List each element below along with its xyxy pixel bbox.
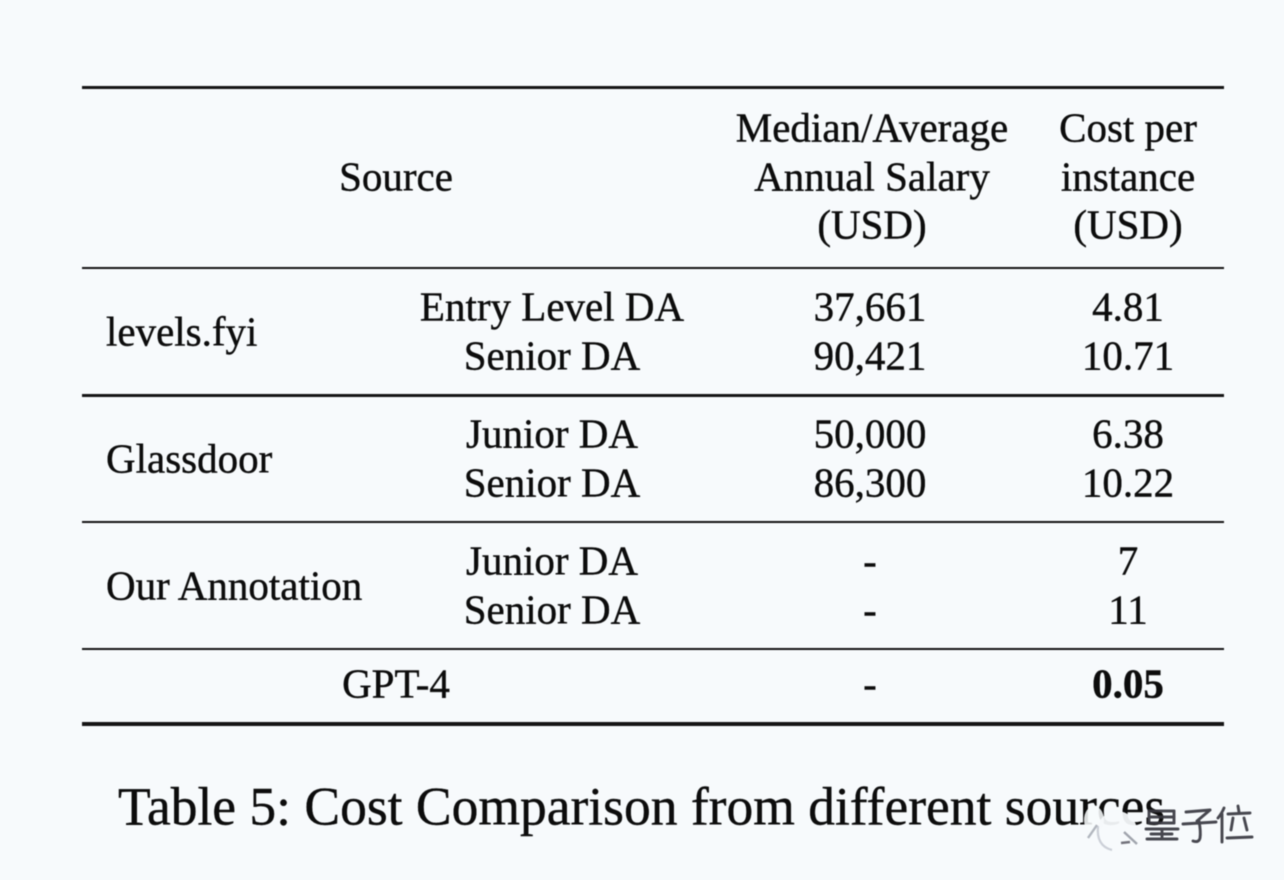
cost-cell: 7 — [1117, 537, 1139, 584]
header-cost-line-1: Cost per — [1059, 104, 1197, 151]
salary-cell: 50,000 — [813, 410, 927, 457]
source-label: Glassdoor — [106, 435, 273, 482]
header-salary-line-3: (USD) — [817, 201, 927, 248]
header-cost-line-2: instance — [1060, 153, 1196, 200]
role-cell: Senior DA — [463, 459, 641, 506]
table-mid-rule-1 — [82, 394, 1224, 397]
role-cell: Junior DA — [466, 537, 638, 584]
source-label: Our Annotation — [106, 562, 363, 609]
cost-cell: 11 — [1108, 586, 1148, 633]
footer-label: GPT-4 — [342, 660, 450, 707]
salary-cell: - — [863, 537, 877, 584]
cost-cell: 10.71 — [1081, 332, 1175, 379]
header-salary-line-1: Median/Average — [735, 104, 1009, 151]
table-bottom-rule — [82, 722, 1224, 726]
qbitai-logo-icon — [1084, 806, 1138, 852]
cost-cell: 10.22 — [1081, 459, 1175, 506]
header-salary-line-2: Annual Salary — [754, 153, 990, 200]
role-cell: Senior DA — [463, 332, 641, 379]
table-top-rule — [82, 85, 1224, 90]
cost-cell: 4.81 — [1092, 283, 1164, 330]
salary-cell: - — [863, 586, 877, 633]
table-header-rule — [82, 266, 1224, 270]
header-source: Source — [339, 153, 453, 200]
qbitai-watermark-text — [1144, 804, 1254, 844]
footer-cost: 0.05 — [1092, 660, 1164, 707]
role-cell: Entry Level DA — [419, 283, 685, 330]
table-mid-rule-2 — [82, 520, 1224, 524]
table-caption: Table 5: Cost Comparison from different … — [118, 776, 1166, 837]
cost-cell: 6.38 — [1092, 410, 1164, 457]
table-mid-rule-3 — [82, 647, 1224, 651]
role-cell: Junior DA — [466, 410, 638, 457]
source-label: levels.fyi — [106, 308, 258, 355]
role-cell: Senior DA — [463, 586, 641, 633]
footer-salary: - — [863, 660, 877, 707]
salary-cell: 37,661 — [813, 283, 927, 330]
salary-cell: 86,300 — [813, 459, 927, 506]
qbitai-watermark — [1084, 804, 1254, 852]
salary-cell: 90,421 — [813, 332, 927, 379]
header-cost-line-3: (USD) — [1073, 201, 1183, 248]
